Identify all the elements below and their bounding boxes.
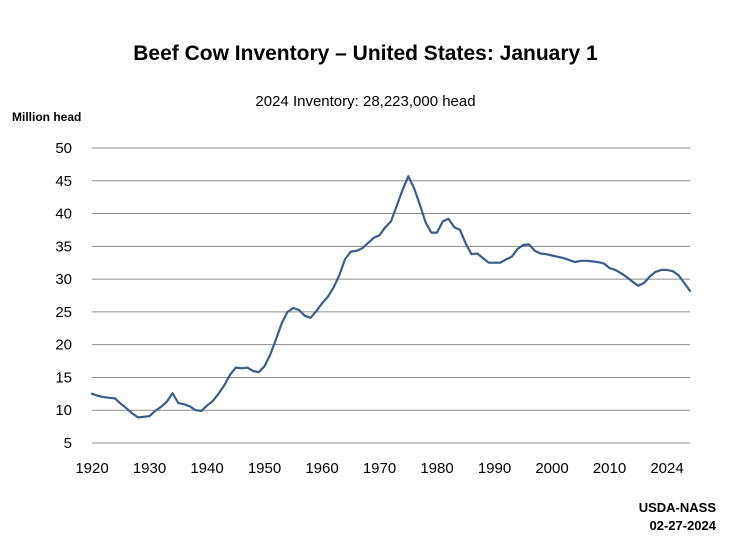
- series-layer: [90, 175, 692, 419]
- source-note: USDA-NASS 02-27-2024: [639, 499, 716, 535]
- x-tick-label: 1990: [478, 460, 511, 477]
- chart-title: Beef Cow Inventory – United States: Janu…: [133, 42, 598, 65]
- y-tick-label: 50: [55, 140, 72, 157]
- y-axis-ticks: 5 10 15 20 25 30 35 40 45 50: [55, 140, 72, 452]
- x-tick-label: 2000: [535, 460, 568, 477]
- y-tick-label: 40: [55, 206, 72, 223]
- y-tick-label: 45: [55, 173, 72, 190]
- x-tick-label: 2010: [593, 460, 626, 477]
- chart-subtitle: 2024 Inventory: 28,223,000 head: [255, 93, 476, 110]
- y-tick-label: 35: [55, 238, 72, 255]
- x-tick-label: 1980: [420, 460, 453, 477]
- y-tick-label: 30: [55, 271, 72, 288]
- x-tick-label: 1940: [190, 460, 223, 477]
- source-agency: USDA-NASS: [638, 500, 716, 515]
- y-tick-label: 5: [64, 435, 72, 452]
- source-date: 02-27-2024: [649, 518, 717, 533]
- series-line-0: [90, 175, 692, 419]
- x-tick-label: 2024: [650, 460, 683, 477]
- gridlines: [92, 147, 690, 444]
- x-axis-ticks: 1920 1930 1940 1950 1960 1970 1980 1990 2000 2010…: [75, 460, 683, 477]
- x-tick-label: 1960: [305, 460, 338, 477]
- x-tick-label: 1930: [133, 460, 166, 477]
- y-tick-label: 20: [55, 337, 72, 354]
- y-tick-label: 10: [55, 402, 72, 419]
- y-tick-label: 15: [55, 369, 72, 386]
- x-tick-label: 1920: [75, 460, 108, 477]
- x-tick-label: 1970: [363, 460, 396, 477]
- y-tick-label: 25: [55, 304, 72, 321]
- y-axis-label: Million head: [12, 110, 82, 124]
- x-tick-label: 1950: [248, 460, 281, 477]
